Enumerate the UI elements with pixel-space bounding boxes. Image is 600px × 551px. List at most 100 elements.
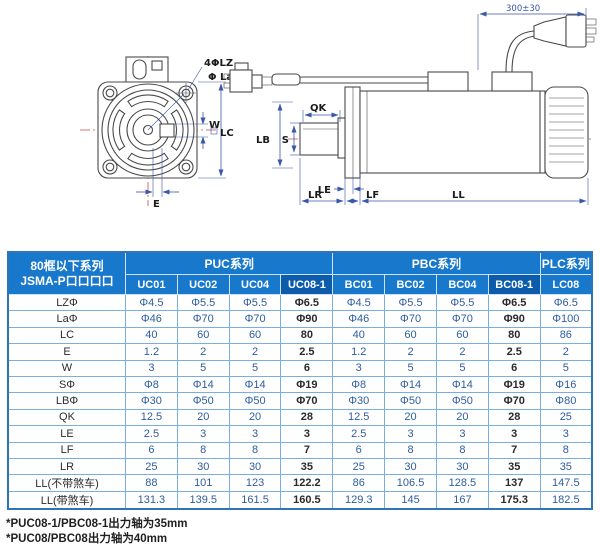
dimension-value-cell: 20: [384, 408, 437, 427]
dimension-value-cell: 7: [487, 441, 541, 459]
dimension-value-cell: 101: [176, 474, 230, 493]
spec-table: 80框以下系列 JSMA-P口口口口 PUC系列 PBC系列 PLC系列 UC01 UC02…: [7, 251, 593, 511]
dim-label-s: S: [282, 135, 289, 146]
dimension-diagram: 4ΦLZ Φ La W LC E: [80, 4, 597, 210]
dimension-value-cell: 2.5: [487, 343, 541, 361]
dimension-value-cell: 88: [125, 474, 178, 493]
model-column-header: BC01: [332, 274, 386, 295]
dimension-value-cell: 3: [176, 425, 230, 443]
dimension-value-cell: 3: [487, 425, 541, 443]
pilot-circle-outer: [101, 83, 195, 177]
dimension-row-label: LC: [7, 326, 126, 345]
shaft-collar: [337, 117, 346, 159]
dimension-value-cell: Φ16: [539, 375, 593, 394]
dimension-value-cell: Φ5.5: [435, 293, 489, 312]
dimension-value-cell: 30: [435, 457, 489, 476]
dimension-value-cell: 86: [539, 326, 593, 345]
dimension-value-cell: 161.5: [228, 491, 282, 510]
dimension-value-cell: 123: [228, 474, 282, 493]
dimension-value-cell: 30: [228, 457, 282, 476]
dimension-value-cell: 160.5: [280, 491, 334, 510]
shaft-center-hole: [142, 124, 154, 136]
dimension-value-cell: Φ14: [435, 375, 489, 394]
table-row: SΦ Φ8 Φ14 Φ14 Φ19 Φ8 Φ14 Φ14 Φ19 Φ16: [7, 375, 593, 394]
dimension-value-cell: 8: [435, 441, 489, 459]
dimension-value-cell: 86: [332, 474, 386, 493]
table-row: LL(不带煞车) 88 101 123 122.2 86 106.5 128.5 137 147.…: [7, 474, 593, 493]
dimension-row-label: LE: [7, 425, 126, 443]
dimension-value-cell: 2: [435, 343, 489, 361]
dimension-value-cell: 5: [435, 359, 489, 377]
dimension-value-cell: 3: [125, 359, 178, 377]
dimension-value-cell: Φ46: [332, 310, 386, 328]
dimension-value-cell: 147.5: [539, 474, 593, 493]
dimension-value-cell: 128.5: [435, 474, 489, 493]
dimension-value-cell: 60: [384, 326, 437, 345]
dimension-value-cell: 40: [125, 326, 178, 345]
cable-gland-encoder: [427, 71, 469, 92]
dimension-value-cell: 80: [280, 326, 334, 345]
dimension-value-cell: 20: [228, 408, 282, 427]
dimension-row-label: W: [7, 359, 126, 377]
cooling-ribs: [549, 97, 584, 163]
table-row: LR 25 30 30 35 25 30 30 35 35: [7, 457, 593, 476]
dimension-value-cell: 8: [176, 441, 230, 459]
dimension-value-cell: 35: [539, 457, 593, 476]
dimension-value-cell: 60: [176, 326, 230, 345]
dimension-value-cell: 5: [539, 359, 593, 377]
vent-slot-bottom: [127, 152, 169, 166]
dimension-value-cell: Φ6.5: [280, 293, 334, 312]
table-row: LBΦ Φ30 Φ50 Φ50 Φ70 Φ30 Φ50 Φ50 Φ70 Φ80: [7, 392, 593, 410]
dimension-value-cell: 25: [539, 408, 593, 427]
dimension-value-cell: 20: [435, 408, 489, 427]
table-row: LE 2.5 3 3 3 2.5 3 3 3 3: [7, 425, 593, 443]
dimension-value-cell: 7: [280, 441, 334, 459]
dimension-value-cell: 8: [228, 441, 282, 459]
dimension-value-cell: 2.5: [280, 343, 334, 361]
dimension-value-cell: 3: [435, 425, 489, 443]
table-row: QK 12.5 20 20 28 12.5 20 20 28 25: [7, 408, 593, 427]
dimension-value-cell: Φ14: [228, 375, 282, 394]
footnote-line: *PUC08/PBC08出力轴为40mm: [6, 533, 168, 546]
dimension-value-cell: 30: [176, 457, 230, 476]
dimension-value-cell: Φ4.5: [125, 293, 178, 312]
power-connector: [533, 14, 597, 48]
dimension-value-cell: 25: [332, 457, 386, 476]
dim-label-qk: QK: [310, 103, 328, 114]
dimension-value-cell: 60: [228, 326, 282, 345]
model-column-header: BC08-1: [487, 274, 541, 295]
square-symbol: [210, 127, 218, 135]
power-cable: [505, 30, 535, 73]
model-column-header: BC02: [384, 274, 437, 295]
dimension-value-cell: 8: [539, 441, 593, 459]
dimension-value-cell: Φ5.5: [176, 293, 230, 312]
model-column-header: BC04: [435, 274, 489, 295]
dimension-value-cell: 6: [280, 359, 334, 377]
motor-side-view: 300±30 QK LB S LE: [223, 4, 597, 205]
dimension-value-cell: 3: [539, 425, 593, 443]
dimension-value-cell: Φ50: [176, 392, 230, 410]
dim-label-ll: LL: [452, 190, 465, 201]
dimension-value-cell: 139.5: [176, 491, 230, 510]
dimension-value-cell: 3: [280, 425, 334, 443]
dimension-value-cell: Φ50: [384, 392, 437, 410]
dim-label-e: E: [153, 199, 160, 210]
model-column-header: UC04: [228, 274, 282, 295]
corner-header-line1: 80框以下系列: [30, 258, 104, 273]
keyway: [159, 123, 175, 138]
dimension-value-cell: 122.2: [280, 474, 334, 493]
dimension-row-label: LBΦ: [7, 392, 126, 410]
table-row: LF 6 8 8 7 6 8 8 7 8: [7, 441, 593, 459]
dimension-value-cell: Φ70: [435, 310, 489, 328]
dimension-value-cell: 175.3: [487, 491, 541, 510]
dimension-value-cell: 1.2: [125, 343, 178, 361]
vent-slot-right: [170, 109, 184, 151]
dimension-value-cell: Φ5.5: [228, 293, 282, 312]
dim-label-w: W: [209, 120, 220, 131]
footnotes: *PUC08-1/PBC08-1出力轴为35mm *PUC08/PBC08出力轴…: [6, 517, 600, 547]
dim-label-lf: LF: [366, 190, 379, 201]
cable-gland-power: [491, 71, 533, 92]
dim-label-lr: LR: [308, 190, 322, 201]
dim-label-cable-length: 300±30: [506, 4, 540, 14]
